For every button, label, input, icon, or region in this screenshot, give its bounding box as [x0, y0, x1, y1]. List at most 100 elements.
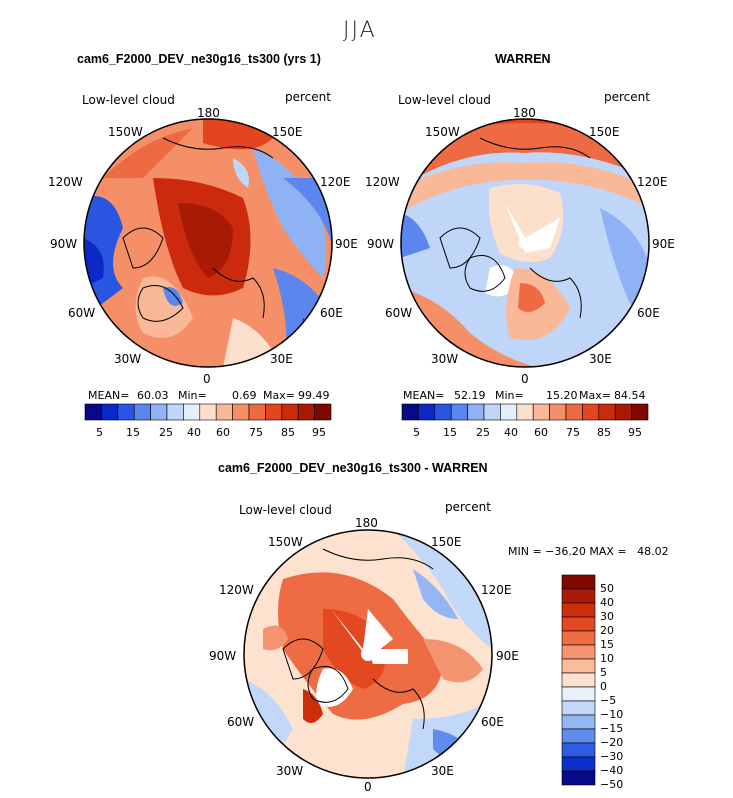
panel-2-lon-60w: 60W — [385, 306, 413, 320]
panel-3-min-max: MIN = −36.20 MAX = 48.02 — [508, 545, 669, 558]
colorbar-swatch — [150, 403, 168, 421]
panel-2-max-label: Max= — [579, 389, 611, 402]
panel-2-units-label: percent — [604, 90, 650, 104]
panel-2-lon-0: 0 — [521, 372, 529, 386]
panel-2-min-label: Min= — [495, 389, 524, 402]
panel-1-lon-150w: 150W — [108, 125, 143, 139]
colorbar-swatch — [84, 403, 102, 421]
colorbar-swatch — [582, 403, 600, 421]
colorbar-swatch — [561, 728, 596, 744]
colorbar-swatch — [549, 403, 567, 421]
panel-3-cb-tick: 50 — [600, 582, 614, 595]
panel-3-lon-30w: 30W — [276, 764, 304, 778]
colorbar-swatch — [561, 630, 596, 646]
panel-2-cb-tick: 95 — [628, 426, 642, 439]
colorbar-swatch — [101, 403, 119, 421]
panel-3-cb-tick: −30 — [600, 750, 624, 763]
colorbar-swatch — [450, 403, 468, 421]
colorbar-swatch — [561, 574, 596, 590]
colorbar-swatch — [401, 403, 419, 421]
panel-1-min-value: 0.69 — [232, 389, 257, 402]
panel-1-units-label: percent — [285, 90, 331, 104]
panel-1-lon-0: 0 — [203, 372, 211, 386]
panel-3-lon-60w: 60W — [227, 715, 255, 729]
colorbar-swatch — [215, 403, 233, 421]
panel-3-cb-tick: −15 — [600, 722, 624, 735]
panel-3-lon-90w: 90W — [209, 649, 237, 663]
panel-1-colorbar — [84, 403, 332, 421]
panel-1-min-label: Min= — [178, 389, 207, 402]
panel-3-cb-tick: 10 — [600, 652, 614, 665]
colorbar-swatch — [565, 403, 583, 421]
panel-3-lon-60e: 60E — [481, 715, 504, 729]
panel-1-lon-30e: 30E — [270, 352, 293, 366]
panel-3-lon-150w: 150W — [268, 535, 303, 549]
colorbar-swatch — [561, 770, 596, 786]
panel-1-lon-60w: 60W — [68, 306, 96, 320]
panel-2-polar-map — [400, 118, 650, 368]
panel-2-lon-90w: 90W — [367, 237, 395, 251]
panel-2-mean-value: 52.19 — [454, 389, 486, 402]
panel-3-units-label: percent — [445, 500, 491, 514]
colorbar-swatch — [232, 403, 250, 421]
colorbar-swatch — [166, 403, 184, 421]
panel-3-cb-tick: 30 — [600, 610, 614, 623]
panel-2-lon-90e: 90E — [652, 237, 675, 251]
panel-3-cb-tick: −10 — [600, 708, 624, 721]
panel-2-cb-tick: 75 — [566, 426, 580, 439]
colorbar-swatch — [248, 403, 266, 421]
panel-2-max-value: 84.54 — [614, 389, 646, 402]
panel-3-cb-tick: 15 — [600, 638, 614, 651]
panel-1-cb-tick: 95 — [312, 426, 326, 439]
panel-2-lon-30w: 30W — [431, 352, 459, 366]
colorbar-swatch — [614, 403, 632, 421]
colorbar-swatch — [561, 742, 596, 758]
colorbar-swatch — [561, 602, 596, 618]
panel-3-lon-150e: 150E — [431, 535, 462, 549]
panel-2-title: WARREN — [495, 52, 551, 66]
colorbar-swatch — [314, 403, 332, 421]
panel-2-lon-60e: 60E — [637, 306, 660, 320]
colorbar-swatch — [467, 403, 485, 421]
panel-1-lon-120e: 120E — [320, 175, 351, 189]
panel-3-colorbar — [561, 574, 596, 786]
panel-3-variable-label: Low-level cloud — [239, 503, 332, 517]
panel-1-mean-label: MEAN= — [88, 389, 130, 402]
colorbar-swatch — [598, 403, 616, 421]
panel-1-cb-tick: 5 — [96, 426, 103, 439]
panel-3-cb-tick: −5 — [600, 694, 617, 707]
panel-1-polar-map — [83, 118, 333, 368]
colorbar-swatch — [561, 756, 596, 772]
panel-2-mean-label: MEAN= — [403, 389, 445, 402]
colorbar-swatch — [631, 403, 649, 421]
colorbar-swatch — [561, 588, 596, 604]
panel-2-lon-150w: 150W — [425, 125, 460, 139]
panel-2-lon-180: 180 — [513, 106, 536, 120]
panel-2-lon-120w: 120W — [365, 175, 400, 189]
panel-1-lon-90w: 90W — [50, 237, 78, 251]
panel-1-cb-tick: 85 — [281, 426, 295, 439]
panel-1-variable-label: Low-level cloud — [82, 93, 175, 107]
panel-2-variable-label: Low-level cloud — [398, 93, 491, 107]
colorbar-swatch — [199, 403, 217, 421]
colorbar-swatch — [561, 616, 596, 632]
panel-2-cb-tick: 60 — [534, 426, 548, 439]
panel-1-lon-60e: 60E — [320, 306, 343, 320]
colorbar-swatch — [117, 403, 135, 421]
panel-2-lon-150e: 150E — [589, 125, 620, 139]
panel-3-cb-tick: 20 — [600, 624, 614, 637]
panel-3-lon-30e: 30E — [431, 764, 454, 778]
panel-3-lon-180: 180 — [355, 516, 378, 530]
panel-1-lon-30w: 30W — [114, 352, 142, 366]
panel-3-cb-tick: 40 — [600, 596, 614, 609]
colorbar-swatch — [133, 403, 151, 421]
panel-1-lon-150e: 150E — [272, 125, 303, 139]
panel-1-max-label: Max= — [263, 389, 295, 402]
panel-1-lon-90e: 90E — [335, 237, 358, 251]
colorbar-swatch — [183, 403, 201, 421]
panel-1-cb-tick: 15 — [126, 426, 140, 439]
colorbar-swatch — [561, 672, 596, 688]
panel-2-cb-tick: 25 — [476, 426, 490, 439]
colorbar-swatch — [297, 403, 315, 421]
